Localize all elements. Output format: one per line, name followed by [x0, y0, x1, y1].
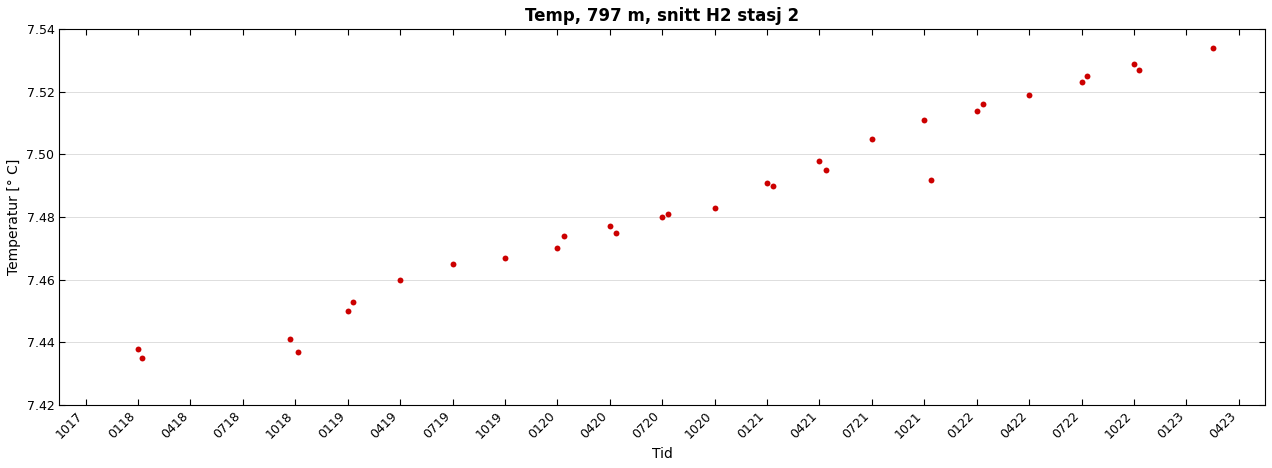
Point [391, 276, 411, 284]
Point [757, 179, 777, 186]
Point [653, 213, 673, 221]
Point [287, 348, 308, 355]
Point [599, 223, 619, 230]
Point [1124, 60, 1145, 67]
Point [763, 182, 784, 190]
Point [280, 336, 300, 343]
Point [127, 345, 148, 352]
Point [915, 117, 935, 124]
Point [861, 135, 881, 143]
Title: Temp, 797 m, snitt H2 stasj 2: Temp, 797 m, snitt H2 stasj 2 [525, 7, 799, 25]
Point [337, 307, 357, 315]
Point [815, 167, 836, 174]
Point [443, 260, 463, 268]
Y-axis label: Temperatur [° C]: Temperatur [° C] [6, 159, 20, 275]
Point [1202, 44, 1222, 52]
Point [967, 107, 987, 114]
Point [1019, 91, 1039, 99]
Point [809, 157, 829, 164]
Point [921, 176, 941, 183]
Point [973, 101, 993, 108]
Point [1071, 79, 1091, 86]
Point [1076, 73, 1096, 80]
Point [659, 210, 679, 218]
Point [132, 354, 153, 362]
Point [1130, 66, 1150, 74]
X-axis label: Tid: Tid [651, 447, 673, 461]
Point [553, 232, 574, 240]
Point [705, 204, 725, 212]
Point [342, 298, 363, 305]
Point [605, 229, 626, 236]
Point [547, 245, 567, 252]
Point [495, 254, 515, 262]
